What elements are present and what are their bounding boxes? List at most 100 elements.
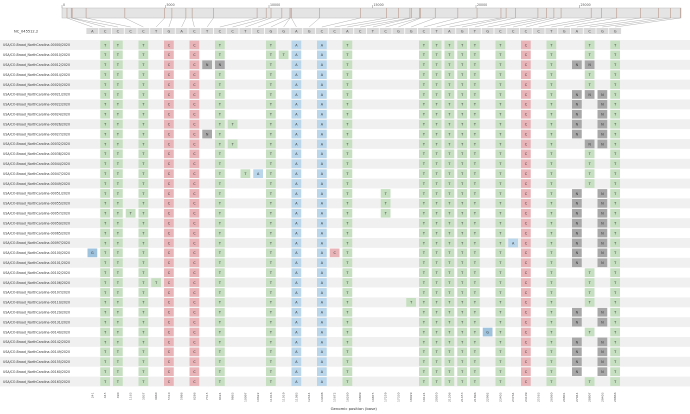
variant-cell [342,367,353,376]
sample-row[interactable]: USA/CO-Broad_NorthCarolina-00014/2020 T T T… [3,70,620,79]
variant-base: T [498,113,502,117]
variant-base: A [295,261,298,265]
variant-cell [189,337,200,347]
variant-base: T [345,103,349,107]
variant-base: T [422,231,426,235]
variant-base: N [576,311,579,315]
variant-base: T [422,53,426,57]
variant-base: T [435,63,439,67]
variant-cell [470,307,480,317]
variant-base: C [525,320,528,324]
variant-base: T [613,73,617,77]
sample-row[interactable]: USA/CO-Broad_NorthCarolina-00021/2020 T T T… [3,90,620,99]
sample-row[interactable]: USA/CO-Broad_NorthCarolina-00026/2020 T T T… [0,119,690,130]
sample-row[interactable]: USA/CO-Broad_NorthCarolina-00106/2020 T T T… [0,277,690,288]
variant-cell [572,199,582,208]
variant-cell [100,327,110,337]
sample-row[interactable]: USA/CO-Broad_NorthCarolina-00101/2020 T T T… [0,257,690,268]
variant-cell [521,40,531,50]
sample-row[interactable]: USA/CO-Broad_NorthCarolina-00102/2020 T T T… [3,268,620,277]
sample-row[interactable]: USA/CO-Broad_NorthCarolina-00010/2020 T T T… [3,50,620,60]
variant-cell [317,159,327,169]
sample-row[interactable]: USA/CO-Broad_NorthCarolina-00055/2020 T T T… [0,198,690,209]
sample-row[interactable]: USA/CO-Broad_NorthCarolina-00110/2020 T T T… [0,297,690,308]
sample-row[interactable]: USA/CO-Broad_NorthCarolina-00024/2020 T T T… [3,109,620,119]
sample-row[interactable]: USA/CO-Broad_NorthCarolina-00160/2020 T T T… [3,367,620,376]
variant-cell [482,327,493,337]
sample-row[interactable]: USA/CO-Broad_NorthCarolina-00022/2020 T T T… [0,99,690,110]
variant-base: T [460,142,464,146]
sample-row[interactable]: USA/CO-Broad_NorthCarolina-00057/2020 T T T… [3,208,620,218]
sample-row[interactable]: USA/CO-Broad_NorthCarolina-00051/2020 T T T… [3,189,620,198]
sample-row[interactable]: USA/CO-Broad_NorthCarolina-00044/2020 T T T… [0,158,690,169]
connector-line [462,17,507,28]
variant-base: T [435,192,439,196]
sample-row[interactable]: USA/CO-Broad_NorthCarolina-00163/2020 T T T… [0,376,690,387]
variant-cell [138,100,149,109]
sample-row[interactable]: USA/CO-Broad_NorthCarolina-00038/2020 T T T… [3,149,620,159]
sample-row[interactable]: USA/CO-Broad_NorthCarolina-00047/2020 T T T… [3,169,620,178]
variant-cell [266,327,276,337]
variant-base: T [549,291,553,295]
sample-row[interactable]: USA/CO-Broad_NorthCarolina-00131/2020 T T T… [0,317,690,328]
sample-row[interactable]: USA/CO-Broad_NorthCarolina-00012/2020 T T T… [0,59,690,70]
variant-cell [164,109,174,119]
variant-cell [317,80,327,89]
variant-base: N [601,261,604,265]
variant-base: T [549,251,553,255]
variant-base: T [103,221,107,225]
variant-cell [138,199,149,208]
variant-cell [572,367,582,376]
variant-base: T [447,212,451,216]
sample-row[interactable]: USA/CO-Broad_NorthCarolina-00020/2020 T T T… [0,79,690,90]
sample-row[interactable]: USA/CO-Broad_NorthCarolina-00140/2020 T T T… [3,327,620,337]
variant-base: T [218,142,222,146]
variant-base: T [447,360,451,364]
reference-base: G [614,29,617,33]
variant-cell [444,169,455,178]
variant-base: T [116,380,120,384]
variant-cell [202,60,212,70]
variant-base: T [269,63,273,67]
variant-cell [342,317,353,327]
variant-base: G [486,330,489,334]
variant-cell [431,288,442,297]
sample-row[interactable]: USA/CO-Broad_NorthCarolina-00000/2020 T T T… [0,40,690,50]
sample-row[interactable]: USA/CO-Broad_NorthCarolina-00142/2020 T T T… [0,337,690,347]
variant-cell [546,258,557,268]
sample-row[interactable]: USA/CO-Broad_NorthCarolina-00100/2020 G T T… [3,248,620,258]
sample-row[interactable]: USA/CO-Broad_NorthCarolina-00149/2020 T T T… [3,347,620,357]
sample-row[interactable]: USA/CO-Broad_NorthCarolina-00155/2020 T T T… [0,356,690,367]
sample-row[interactable]: USA/CO-Broad_NorthCarolina-00107/2020 T T T… [3,288,620,297]
variant-base: T [103,53,107,57]
sample-name: USA/CO-Broad_NorthCarolina-00010/2020 [3,53,70,57]
variant-cell [266,70,276,79]
variant-cell [431,337,442,347]
variant-cell [266,377,276,386]
variant-cell [291,80,302,89]
sample-row[interactable]: USA/CO-Broad_NorthCarolina-00032/2020 T T T… [0,139,690,149]
variant-base: T [613,122,617,126]
sample-row[interactable]: USA/CO-Broad_NorthCarolina-00097/2020 T T T… [0,238,690,248]
variant-cell [113,337,123,347]
variant-base: C [525,103,528,107]
variant-base: A [295,73,298,77]
variant-cell [278,50,289,60]
sample-row[interactable]: USA/CO-Broad_NorthCarolina-00027/2020 T T T… [3,129,620,139]
variant-base: T [269,182,273,186]
sample-row[interactable]: USA/CO-Broad_NorthCarolina-00049/2020 T T T… [0,178,690,189]
position-label: 22992 [486,392,490,402]
variant-base: N [601,122,604,126]
variant-cell [215,70,225,79]
sample-row[interactable]: USA/CO-Broad_NorthCarolina-00129/2020 T T T… [3,307,620,317]
sample-row[interactable]: USA/CO-Broad_NorthCarolina-00059/2020 T T T… [0,218,690,229]
sample-row[interactable]: USA/CO-Broad_NorthCarolina-00065/2020 T T T… [3,228,620,238]
variant-base: T [549,301,553,305]
variant-cell [100,70,110,79]
variant-base: A [321,192,324,196]
reference-base-cell [456,28,469,34]
variant-base: T [103,83,107,87]
variant-cell [521,258,531,268]
variant-cell [100,377,110,386]
variant-cell [164,159,174,169]
